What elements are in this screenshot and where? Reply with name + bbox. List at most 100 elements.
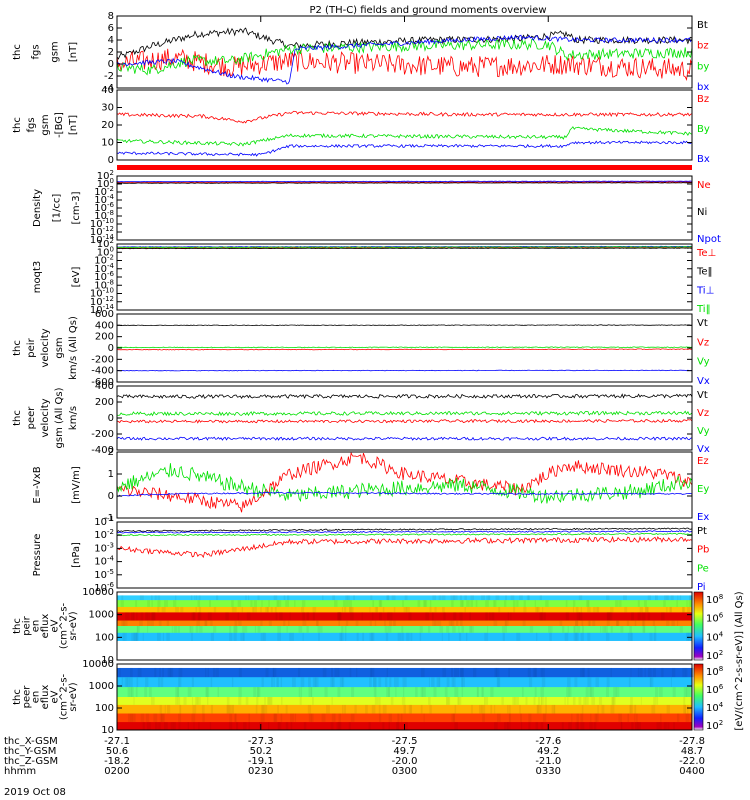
spectrogram-texture [615, 687, 620, 697]
spectrogram-texture [629, 704, 634, 714]
spectrogram-texture [419, 626, 423, 633]
spectrogram-texture [610, 704, 615, 714]
spectrogram-texture [591, 697, 596, 705]
spectrogram-texture [178, 722, 181, 730]
spectrogram-texture [397, 722, 400, 730]
spectrogram-texture [125, 612, 129, 621]
spectrogram-texture [534, 687, 537, 697]
spectrogram-texture [448, 632, 450, 641]
spectrogram-texture [516, 697, 519, 705]
spectrogram-texture [344, 704, 347, 714]
x-row-value: 0230 [248, 766, 273, 777]
spectrogram-texture [341, 626, 344, 633]
spectrogram-texture [350, 713, 355, 723]
spectrogram-texture [139, 595, 144, 601]
spectrogram-texture [118, 667, 121, 678]
spectrogram-texture [528, 677, 533, 688]
spectrogram-texture [534, 600, 536, 607]
y-tick-label: 30 [101, 103, 114, 114]
y-axis-label: en [31, 691, 42, 704]
spectrogram-texture [140, 713, 145, 723]
spectrogram-texture [670, 677, 672, 688]
spectrogram-texture [257, 687, 260, 697]
spectrogram-texture [590, 713, 592, 723]
legend-entry: Ez [697, 456, 709, 467]
spectrogram-texture [378, 697, 381, 705]
spectrogram-texture [650, 677, 654, 688]
spectrogram-texture [260, 713, 265, 723]
spectrogram-texture [587, 606, 591, 613]
spectrogram-texture [634, 620, 637, 626]
spectrogram-texture [210, 632, 215, 641]
spectrogram-texture [257, 595, 260, 601]
legend-entry: Ne [697, 180, 711, 191]
spectrogram-texture [137, 667, 142, 678]
spectrogram-texture [341, 677, 345, 688]
spectrogram-texture [150, 697, 155, 705]
spectrogram-texture [458, 632, 462, 641]
spectrogram-texture [637, 667, 640, 678]
spectrogram-texture [667, 722, 670, 730]
spectrogram-texture [671, 667, 676, 678]
spectrogram-texture [682, 606, 685, 613]
legend-entry: Ey [697, 484, 709, 495]
spectrogram-texture [459, 612, 463, 621]
spectrogram-texture [594, 713, 597, 723]
spectrogram-texture [683, 687, 687, 697]
spectrogram-texture [598, 697, 603, 705]
spectrogram-texture [171, 626, 173, 633]
spectrogram-texture [330, 722, 334, 730]
spectrogram-texture [586, 600, 590, 607]
spectrogram-texture [691, 667, 694, 678]
spectrogram-texture [630, 697, 633, 705]
spectrogram-texture [212, 667, 216, 678]
spectrogram-texture [458, 626, 460, 633]
y-tick-label: 10 [101, 655, 114, 666]
spectrogram-texture [362, 632, 365, 641]
spectrogram-texture [246, 626, 248, 633]
y-tick-label: 1 [108, 469, 114, 480]
series-line-vy [116, 410, 693, 417]
spectrogram-texture [253, 606, 257, 613]
spectrogram-texture [260, 606, 262, 613]
spectrogram-texture [473, 667, 477, 678]
spectrogram-texture [198, 606, 202, 613]
spectrogram-texture [507, 704, 509, 714]
spectrogram-texture [421, 667, 425, 678]
spectrogram-texture [142, 722, 145, 730]
spectrogram-texture [172, 722, 174, 730]
panel-2: 40 30 20 10 0 thc fgs gsm -[BG] [nT] Bz By Bx [12, 85, 710, 166]
spectrogram-texture [125, 632, 127, 641]
spectrogram-texture [312, 677, 317, 688]
y-tick-label: 10-12 [90, 295, 114, 308]
spectrogram-texture [238, 667, 242, 678]
spectrogram-texture [355, 620, 359, 626]
x-row-value: 49.7 [393, 746, 415, 757]
spectrogram-texture [204, 620, 208, 626]
spectrogram-texture [443, 612, 446, 621]
legend-entry: Vt [697, 318, 708, 329]
spectrogram-texture [374, 697, 379, 705]
y-axis-label: gsm (All Qs) [54, 387, 65, 448]
spectrogram-texture [197, 600, 201, 607]
spectrogram-texture [226, 697, 230, 705]
spectrogram-texture [159, 704, 162, 714]
spectrogram-texture [146, 612, 151, 621]
spectrogram-texture [210, 704, 214, 714]
series-line-pb [116, 535, 693, 559]
legend-entry: Pe [697, 563, 709, 574]
spectrogram-texture [410, 704, 412, 714]
spectrogram-texture [339, 677, 344, 688]
spectrogram-texture [459, 595, 462, 601]
x-row-value: -27.6 [535, 736, 561, 747]
spectrogram-texture [526, 595, 530, 601]
spectrogram-texture [158, 722, 161, 730]
spectrogram-texture [465, 632, 468, 641]
spectrogram-texture [150, 595, 153, 601]
spectrogram-texture [590, 687, 594, 697]
spectrogram-texture [177, 677, 180, 688]
spectrogram-texture [528, 722, 531, 730]
spectrogram-texture [631, 722, 634, 730]
spectrogram-texture [312, 612, 315, 621]
